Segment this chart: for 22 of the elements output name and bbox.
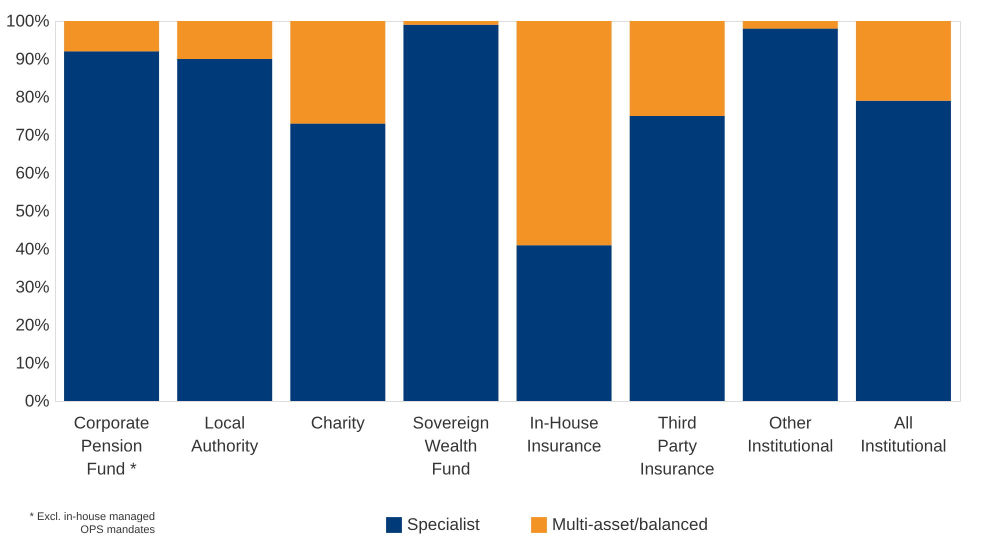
y-tick-label: 40% bbox=[15, 240, 50, 258]
legend-label: Multi-asset/balanced bbox=[552, 515, 708, 534]
x-tick-label: Third Party Insurance bbox=[640, 414, 715, 478]
y-tick-label: 80% bbox=[15, 88, 50, 106]
text: * Excl. in-house managed OPS mandates bbox=[30, 511, 156, 536]
legend-label: Specialist bbox=[407, 515, 480, 534]
x-tick-label: Local Authority bbox=[191, 414, 259, 456]
x-tick-label: Sovereign Wealth Fund bbox=[412, 414, 490, 478]
y-tick-label: 100% bbox=[6, 12, 50, 30]
y-tick-label: 0% bbox=[24, 392, 50, 410]
y-tick-label: 70% bbox=[15, 126, 50, 144]
y-tick-label: 50% bbox=[15, 202, 50, 220]
x-tick-label: All Institutional bbox=[860, 414, 946, 456]
x-tick-label: Corporate Pension Fund * bbox=[74, 414, 150, 478]
y-tick-label: 90% bbox=[15, 50, 50, 68]
x-tick-label: In-House Insurance bbox=[526, 414, 602, 456]
x-tick-label: Charity bbox=[310, 414, 366, 432]
y-tick-label: 60% bbox=[15, 164, 50, 182]
x-tick-label: Other Institutional bbox=[747, 414, 834, 456]
y-tick-label: 30% bbox=[15, 278, 50, 296]
y-tick-label: 10% bbox=[15, 354, 50, 372]
y-tick-label: 20% bbox=[15, 316, 50, 334]
